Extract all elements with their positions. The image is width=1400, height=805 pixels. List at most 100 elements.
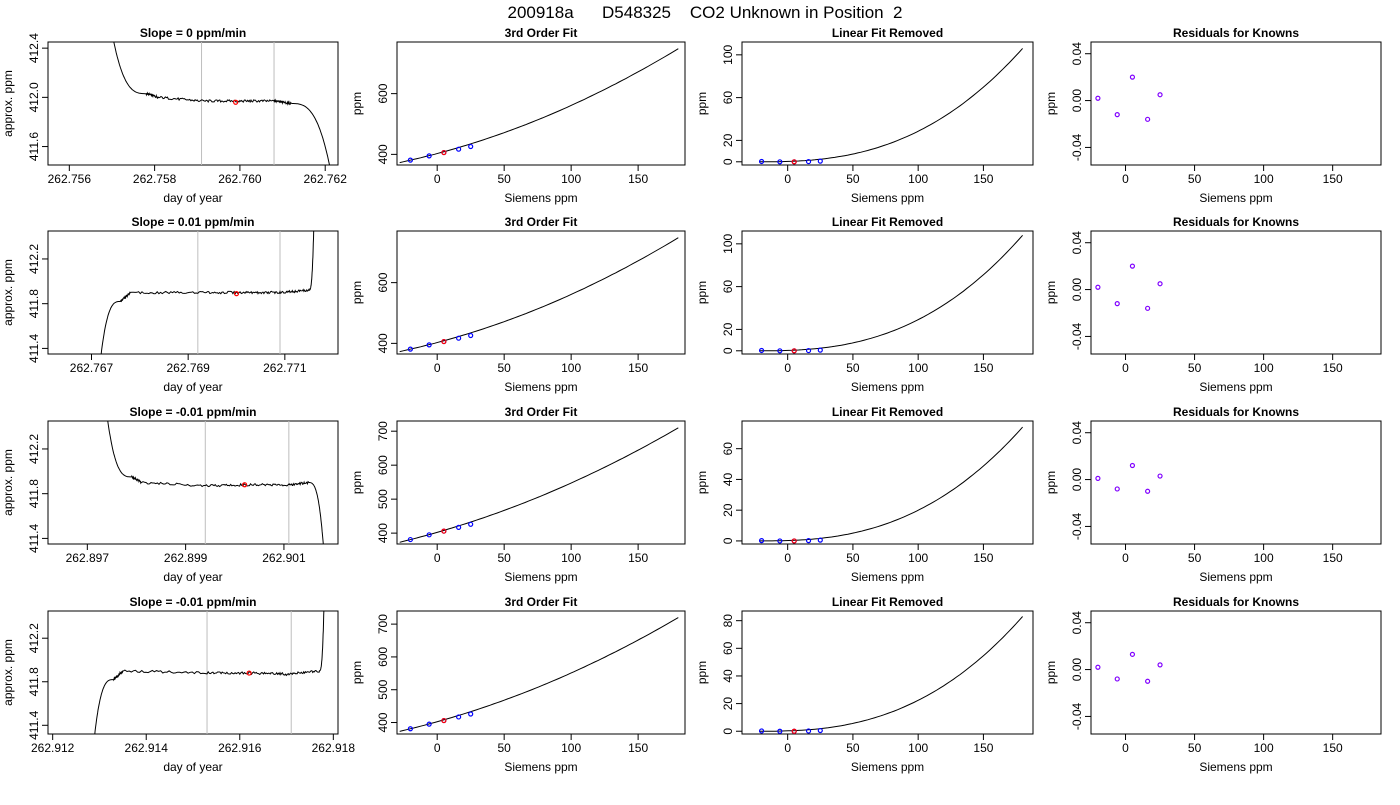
- residual-point: [1129, 263, 1136, 269]
- panel-r2-c3: Linear Fit Removed Siemens ppm ppm 0 50 100 15…: [695, 215, 1034, 394]
- x-tick-label: 150: [1323, 741, 1343, 755]
- x-tick-label: 0: [434, 741, 441, 755]
- x-tick-label: 262.771: [263, 361, 307, 375]
- x-tick-label: 0: [434, 551, 441, 565]
- plot-frame: [741, 41, 1034, 166]
- plot-frame: [1090, 41, 1382, 166]
- y-tick-label: -0.04: [1070, 322, 1084, 350]
- y-tick-label: 60: [721, 641, 735, 655]
- known-point: [817, 727, 823, 734]
- known-point: [407, 726, 413, 732]
- residual-point: [1145, 678, 1151, 684]
- y-tick-label: -0.04: [1070, 512, 1084, 540]
- y-tick-label: 700: [376, 421, 390, 441]
- x-tick-label: 0: [784, 172, 791, 186]
- fit-curve: [399, 48, 679, 164]
- x-axis-label: Siemens ppm: [851, 570, 924, 584]
- y-axis-label: approx. ppm: [1, 639, 15, 706]
- known-point: [468, 711, 474, 717]
- y-axis-label: ppm: [350, 92, 364, 115]
- plot-frame: [47, 230, 339, 355]
- x-axis-label: Siemens ppm: [1199, 760, 1272, 774]
- x-axis-label: Siemens ppm: [851, 380, 924, 394]
- y-tick-label: 60: [721, 442, 735, 456]
- y-tick-label: 20: [721, 697, 735, 711]
- residual-point: [1114, 301, 1120, 307]
- unknown-point: [441, 717, 447, 724]
- y-tick-label: 400: [376, 333, 390, 353]
- panel-title: Slope = -0.01 ppm/min: [129, 405, 256, 419]
- known-point: [805, 728, 812, 734]
- known-point: [777, 728, 783, 734]
- unknown-point: [791, 728, 797, 734]
- x-tick-label: 150: [973, 741, 993, 755]
- known-point: [758, 728, 765, 734]
- x-tick-label: 262.769: [166, 361, 210, 375]
- panel-r1-c3: Linear Fit Removed Siemens ppm ppm 0 50 100 15…: [695, 26, 1034, 205]
- y-tick-label: 400: [376, 144, 390, 164]
- y-axis-label: approx. ppm: [1, 449, 15, 516]
- known-point: [456, 524, 462, 530]
- fit-curve: [399, 427, 679, 543]
- y-axis-label: ppm: [1044, 281, 1058, 304]
- known-point: [426, 153, 432, 159]
- y-tick-label: 412.2: [27, 434, 41, 464]
- x-tick-label: 50: [846, 551, 860, 565]
- y-tick-label: 100: [721, 234, 735, 254]
- x-axis-label: Siemens ppm: [1199, 570, 1272, 584]
- unknown-point: [441, 338, 447, 345]
- unknown-point: [233, 291, 240, 297]
- plot-frame: [396, 610, 686, 735]
- y-axis-label: ppm: [350, 471, 364, 494]
- fit-curve: [399, 617, 679, 732]
- x-tick-label: 150: [973, 551, 993, 565]
- residual-point: [1114, 112, 1120, 118]
- residual-point: [1129, 74, 1136, 80]
- panel-r3-c1: Slope = -0.01 ppm/min day of year approx. …: [1, 405, 339, 584]
- y-tick-label: 600: [376, 455, 390, 475]
- x-axis-label: Siemens ppm: [504, 570, 577, 584]
- y-tick-label: 411.4: [27, 710, 41, 739]
- plot-frame: [396, 420, 686, 545]
- x-axis-label: Siemens ppm: [504, 760, 577, 774]
- panel-title: Linear Fit Removed: [832, 215, 943, 229]
- residual-point: [1157, 281, 1163, 287]
- panel-title: Slope = 0 ppm/min: [140, 26, 246, 40]
- x-axis-label: Siemens ppm: [851, 191, 924, 205]
- y-tick-label: 20: [721, 322, 735, 336]
- known-point: [805, 347, 812, 354]
- fit-curve: [759, 48, 1023, 163]
- x-tick-label: 262.897: [66, 551, 110, 565]
- x-tick-label: 100: [561, 551, 581, 565]
- x-tick-label: 262.756: [48, 172, 92, 186]
- y-axis-label: approx. ppm: [1, 259, 15, 326]
- panel-title: 3rd Order Fit: [505, 26, 578, 40]
- residual-point: [1145, 488, 1151, 494]
- residual-point: [1095, 475, 1101, 481]
- panel-title: Linear Fit Removed: [832, 26, 943, 40]
- x-tick-label: 262.912: [31, 741, 75, 755]
- y-tick-label: 411.4: [27, 524, 41, 553]
- known-point: [407, 157, 413, 163]
- x-tick-label: 100: [561, 741, 581, 755]
- plot-frame: [741, 420, 1034, 545]
- known-point: [817, 347, 823, 353]
- y-tick-label: 0.00: [1070, 468, 1084, 492]
- x-tick-label: 100: [1254, 741, 1274, 755]
- y-tick-label: 600: [376, 272, 390, 292]
- plot-frame: [47, 610, 339, 735]
- panel-r1-c2: 3rd Order Fit Siemens ppm ppm 0 50 100 150 400 6…: [350, 26, 686, 205]
- y-axis-label: approx. ppm: [1, 70, 15, 137]
- known-point: [777, 538, 783, 544]
- x-axis-label: day of year: [163, 570, 222, 584]
- unknown-point: [233, 99, 239, 105]
- y-axis-label: ppm: [1044, 92, 1058, 115]
- plot-frame: [396, 41, 686, 166]
- x-tick-label: 0: [1122, 361, 1129, 375]
- y-tick-label: 0: [721, 537, 735, 544]
- residual-point: [1157, 473, 1163, 479]
- known-point: [777, 159, 783, 165]
- panel-r2-c4: Residuals for Knowns Siemens ppm ppm 0 50 100…: [1044, 215, 1382, 394]
